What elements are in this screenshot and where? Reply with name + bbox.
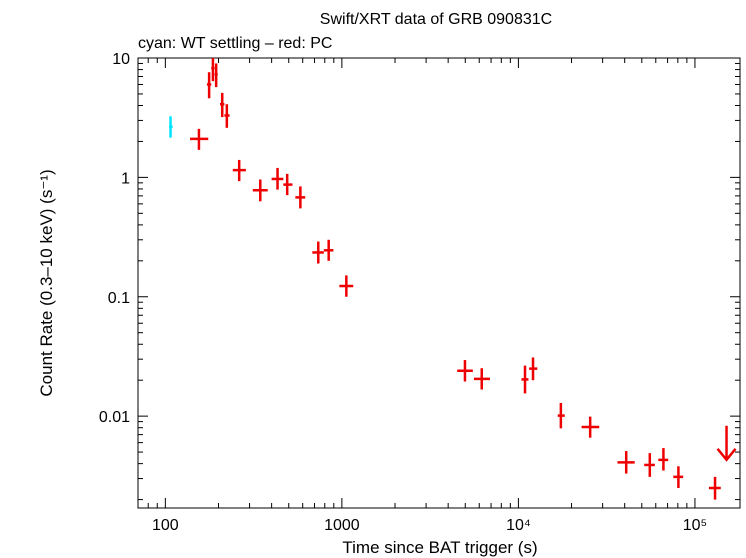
data-point: [214, 63, 218, 88]
y-axis-tick-labels: 10 1 0.1 0.01: [99, 51, 130, 426]
data-point: [658, 448, 669, 471]
x-axis-tick-labels: 100 1000 10⁴ 10⁵: [152, 517, 707, 534]
x-tick-label: 100: [152, 517, 179, 534]
axis-ticks: [137, 57, 740, 508]
chart-subtitle: cyan: WT settling – red: PC: [138, 35, 332, 52]
data-point: [473, 368, 490, 390]
x-tick-label: 1000: [324, 517, 360, 534]
upper-limit-head: [716, 448, 737, 462]
data-point: [271, 167, 284, 190]
x-tick-label: 10⁴: [506, 517, 531, 534]
data-point: [312, 241, 324, 264]
data-points: [169, 58, 737, 500]
data-point: [339, 275, 354, 297]
data-point: [673, 466, 684, 489]
data-point: [644, 453, 655, 477]
data-point: [190, 128, 209, 150]
data-point: [206, 72, 212, 99]
data-point: [323, 239, 334, 261]
data-point: [295, 186, 306, 209]
x-axis-label: Time since BAT trigger (s): [342, 538, 537, 557]
data-point: [283, 173, 293, 196]
chart-title: Swift/XRT data of GRB 090831C: [320, 11, 552, 28]
plot-frame: [137, 57, 741, 509]
data-point: [581, 416, 600, 438]
x-tick-label: 10⁵: [683, 517, 707, 534]
upper-limit-arrow: [716, 425, 737, 462]
y-axis-label: Count Rate (0.3–10 keV) (s⁻¹): [37, 169, 56, 396]
data-point: [617, 451, 635, 474]
y-tick-label: 0.01: [99, 409, 130, 426]
data-point: [232, 159, 246, 182]
data-point: [169, 116, 173, 138]
y-tick-label: 1: [121, 170, 130, 187]
data-point: [252, 179, 268, 202]
data-point: [457, 360, 473, 382]
data-point: [557, 402, 565, 429]
data-point: [224, 104, 230, 128]
data-point: [708, 476, 721, 500]
y-tick-label: 10: [112, 51, 130, 68]
data-point: [521, 365, 529, 394]
y-tick-label: 0.1: [108, 290, 130, 307]
data-point: [529, 357, 538, 381]
data-point: [220, 92, 225, 118]
data-point: [211, 58, 215, 82]
